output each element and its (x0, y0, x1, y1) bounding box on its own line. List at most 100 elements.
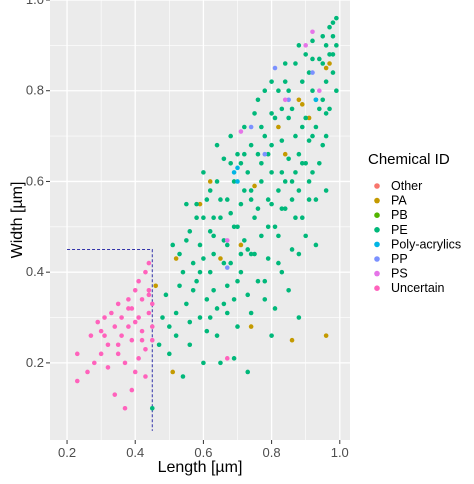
data-point (149, 405, 155, 411)
data-point (197, 315, 203, 320)
data-point (306, 138, 312, 143)
data-point (323, 65, 329, 71)
data-point (252, 111, 257, 116)
data-point (139, 328, 145, 334)
data-point (252, 183, 257, 189)
data-point (282, 79, 288, 84)
data-point (279, 138, 285, 143)
data-point (207, 315, 213, 320)
data-point (248, 251, 254, 257)
data-point (323, 79, 329, 84)
data-point (293, 61, 298, 66)
data-point (276, 88, 281, 94)
data-point (88, 333, 94, 338)
data-point (269, 201, 274, 207)
data-point (115, 342, 121, 348)
data-points (74, 15, 339, 411)
data-point (231, 356, 237, 361)
data-point (313, 97, 319, 103)
data-point (317, 56, 322, 62)
data-point (167, 351, 172, 357)
data-point (242, 151, 247, 157)
data-point (201, 360, 206, 366)
y-tick-label: 0.4 (26, 264, 44, 279)
data-point (245, 170, 251, 175)
data-point (248, 324, 254, 329)
data-point (143, 269, 148, 275)
data-point (238, 129, 244, 134)
data-point (272, 65, 278, 71)
data-point (320, 33, 326, 39)
data-point (214, 333, 220, 338)
data-point (296, 43, 302, 48)
x-tick-label: 1.0 (331, 445, 349, 460)
data-point (102, 315, 107, 320)
data-point (262, 278, 268, 284)
data-point (143, 346, 148, 352)
data-point (269, 142, 274, 148)
data-point (238, 160, 244, 166)
data-point (224, 242, 230, 248)
data-point (139, 297, 145, 302)
data-point (248, 310, 254, 316)
data-point (310, 70, 315, 75)
legend-key (374, 270, 380, 277)
data-point (156, 342, 162, 348)
data-point (279, 206, 285, 211)
data-point (269, 333, 274, 338)
data-point (207, 229, 213, 234)
data-point (303, 233, 308, 239)
data-point (180, 269, 186, 275)
data-point (153, 283, 158, 289)
data-point (323, 188, 329, 193)
data-point (299, 215, 305, 221)
data-point (231, 224, 237, 230)
data-point (112, 392, 118, 397)
data-point (306, 115, 312, 121)
x-tick-label: 0.2 (58, 445, 76, 460)
data-point (187, 342, 193, 348)
data-point (105, 365, 111, 370)
data-point (303, 160, 308, 166)
gridlines (50, 0, 350, 440)
data-point (248, 124, 254, 130)
data-point (296, 315, 302, 320)
data-point (242, 188, 247, 193)
data-point (211, 233, 216, 239)
data-point (245, 369, 251, 375)
data-point (313, 124, 319, 130)
data-point (224, 238, 230, 243)
data-point (207, 269, 213, 275)
data-point (129, 387, 135, 393)
data-point (293, 133, 298, 139)
legend-label: PE (391, 223, 408, 237)
data-point (262, 133, 268, 139)
data-point (146, 292, 152, 298)
data-point (224, 310, 230, 316)
data-point (289, 197, 295, 202)
data-point (201, 256, 206, 261)
data-point (330, 20, 336, 25)
data-point (265, 151, 271, 157)
y-tick-label: 0.6 (26, 173, 44, 188)
x-tick-label: 0.6 (194, 445, 212, 460)
data-point (320, 97, 326, 103)
data-point (327, 52, 332, 57)
data-point (235, 151, 240, 157)
x-axis-ticks: 0.2 0.4 0.6 0.8 1.0 (58, 440, 349, 460)
data-point (204, 197, 210, 202)
data-point (214, 306, 220, 311)
data-point (129, 337, 135, 343)
data-point (327, 106, 332, 112)
x-tick-label: 0.8 (263, 445, 281, 460)
data-point (299, 160, 305, 166)
data-point (269, 170, 274, 175)
data-point (323, 333, 329, 338)
data-point (323, 133, 329, 139)
data-point (255, 97, 261, 103)
data-point (330, 70, 336, 75)
y-tick-label: 0.2 (26, 355, 44, 370)
data-point (224, 265, 230, 270)
data-point (282, 61, 288, 66)
data-point (265, 224, 271, 230)
